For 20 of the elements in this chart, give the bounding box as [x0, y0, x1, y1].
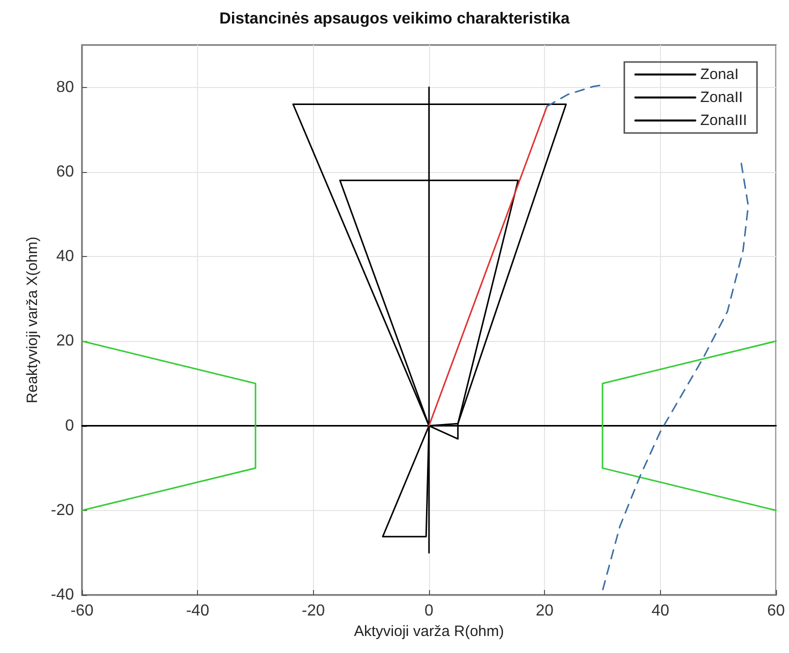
x-tick-label: -20	[302, 602, 325, 620]
x-tick-label: -60	[70, 602, 94, 620]
x-tick-label: 20	[536, 602, 554, 620]
y-tick-label: 60	[56, 163, 74, 180]
y-tick-label: 0	[65, 417, 74, 434]
chart-title: Distancinės apsaugos veikimo charakteristika	[219, 10, 570, 28]
x-axis-title: Aktyvioji varža R(ohm)	[354, 622, 504, 640]
legend-label: ZonaI	[700, 66, 739, 83]
y-tick-label: -20	[50, 502, 74, 519]
legend-label: ZonaIII	[700, 112, 748, 129]
x-tick-label: 60	[767, 602, 785, 620]
x-tick-label: 0	[424, 602, 434, 620]
y-axis-title: Reaktyvioji varža X(ohm)	[24, 236, 41, 404]
y-tick-label: 20	[56, 332, 74, 350]
x-tick-label: 40	[651, 602, 670, 620]
x-tick-label: -40	[186, 602, 210, 620]
y-tick-label: -40	[50, 586, 74, 604]
legend-label: ZonaII	[700, 89, 743, 106]
y-tick-label: 80	[56, 78, 74, 96]
y-tick-label: 40	[56, 248, 74, 266]
